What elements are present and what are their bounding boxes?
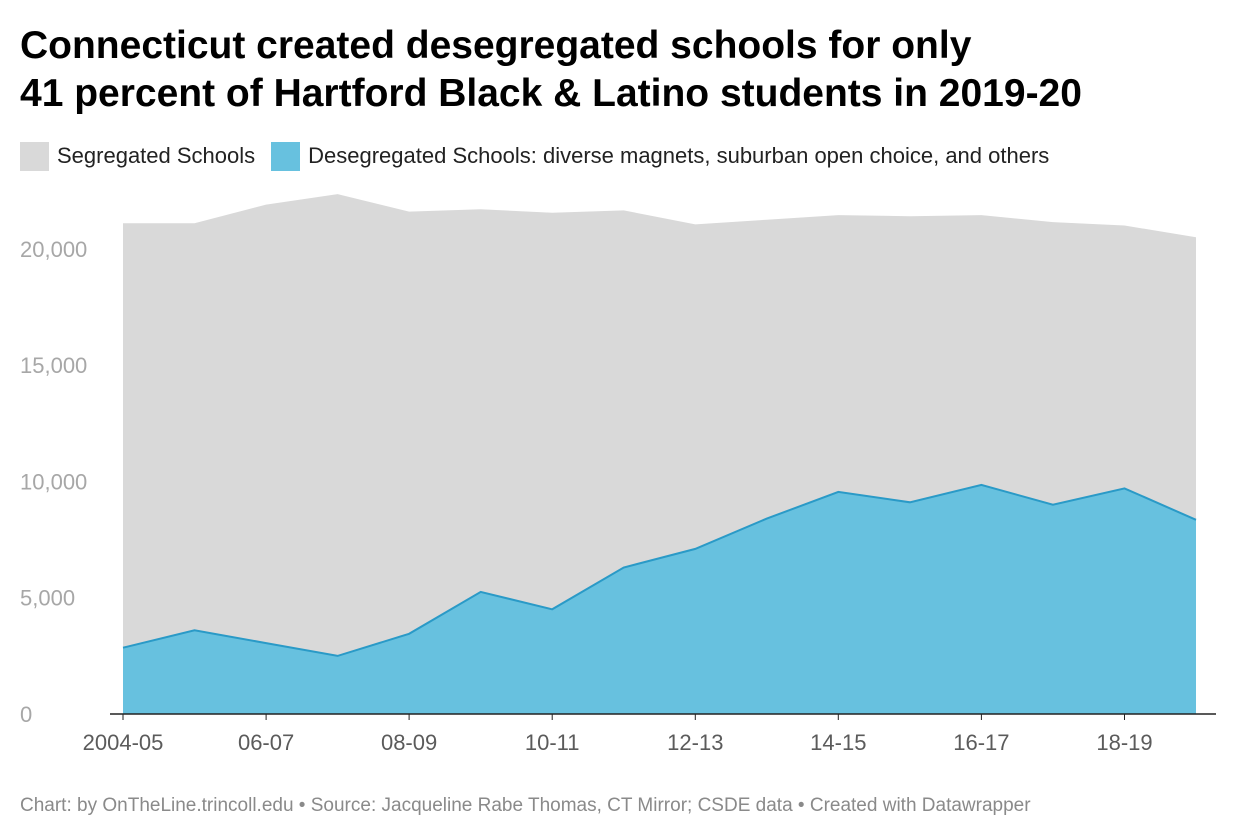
chart-title: Connecticut created desegregated schools…	[20, 22, 1220, 118]
y-tick-label-0: 0	[20, 702, 32, 727]
chart-footer: Chart: by OnTheLine.trincoll.edu • Sourc…	[20, 795, 1031, 816]
x-tick-label-3: 10-11	[525, 730, 580, 755]
segregated-schools-area	[123, 194, 1196, 656]
legend-label-segregated: Segregated Schools	[57, 143, 256, 168]
x-tick-label-6: 16-17	[953, 730, 1009, 755]
chart-title-line-2: 41 percent of Hartford Black & Latino st…	[20, 72, 1082, 115]
y-tick-label-1: 5,000	[20, 586, 75, 611]
chart-legend: Segregated Schools Desegregated Schools:…	[20, 141, 1065, 171]
y-tick-label-2: 10,000	[20, 469, 87, 494]
legend-item-segregated: Segregated Schools	[20, 141, 256, 171]
y-tick-label-4: 20,000	[20, 237, 87, 262]
x-tick-label-5: 14-15	[810, 730, 866, 755]
x-tick-label-2: 08-09	[381, 730, 437, 755]
desegregated-schools-area	[123, 484, 1196, 714]
legend-swatch-desegregated	[271, 141, 301, 171]
chart-title-line-1: Connecticut created desegregated schools…	[20, 24, 972, 67]
desegregated-schools-line	[122, 483, 1197, 657]
legend-item-desegregated: Desegregated Schools: diverse magnets, s…	[271, 141, 1050, 171]
x-tick-label-7: 18-19	[1096, 730, 1152, 755]
legend-swatch-segregated	[20, 141, 49, 171]
legend-label-desegregated: Desegregated Schools: diverse magnets, s…	[308, 143, 1050, 168]
x-tick-label-4: 12-13	[667, 730, 723, 755]
x-tick-label-1: 06-07	[238, 730, 294, 755]
y-tick-label-3: 15,000	[20, 353, 87, 378]
x-tick-label-0: 2004-05	[83, 730, 164, 755]
